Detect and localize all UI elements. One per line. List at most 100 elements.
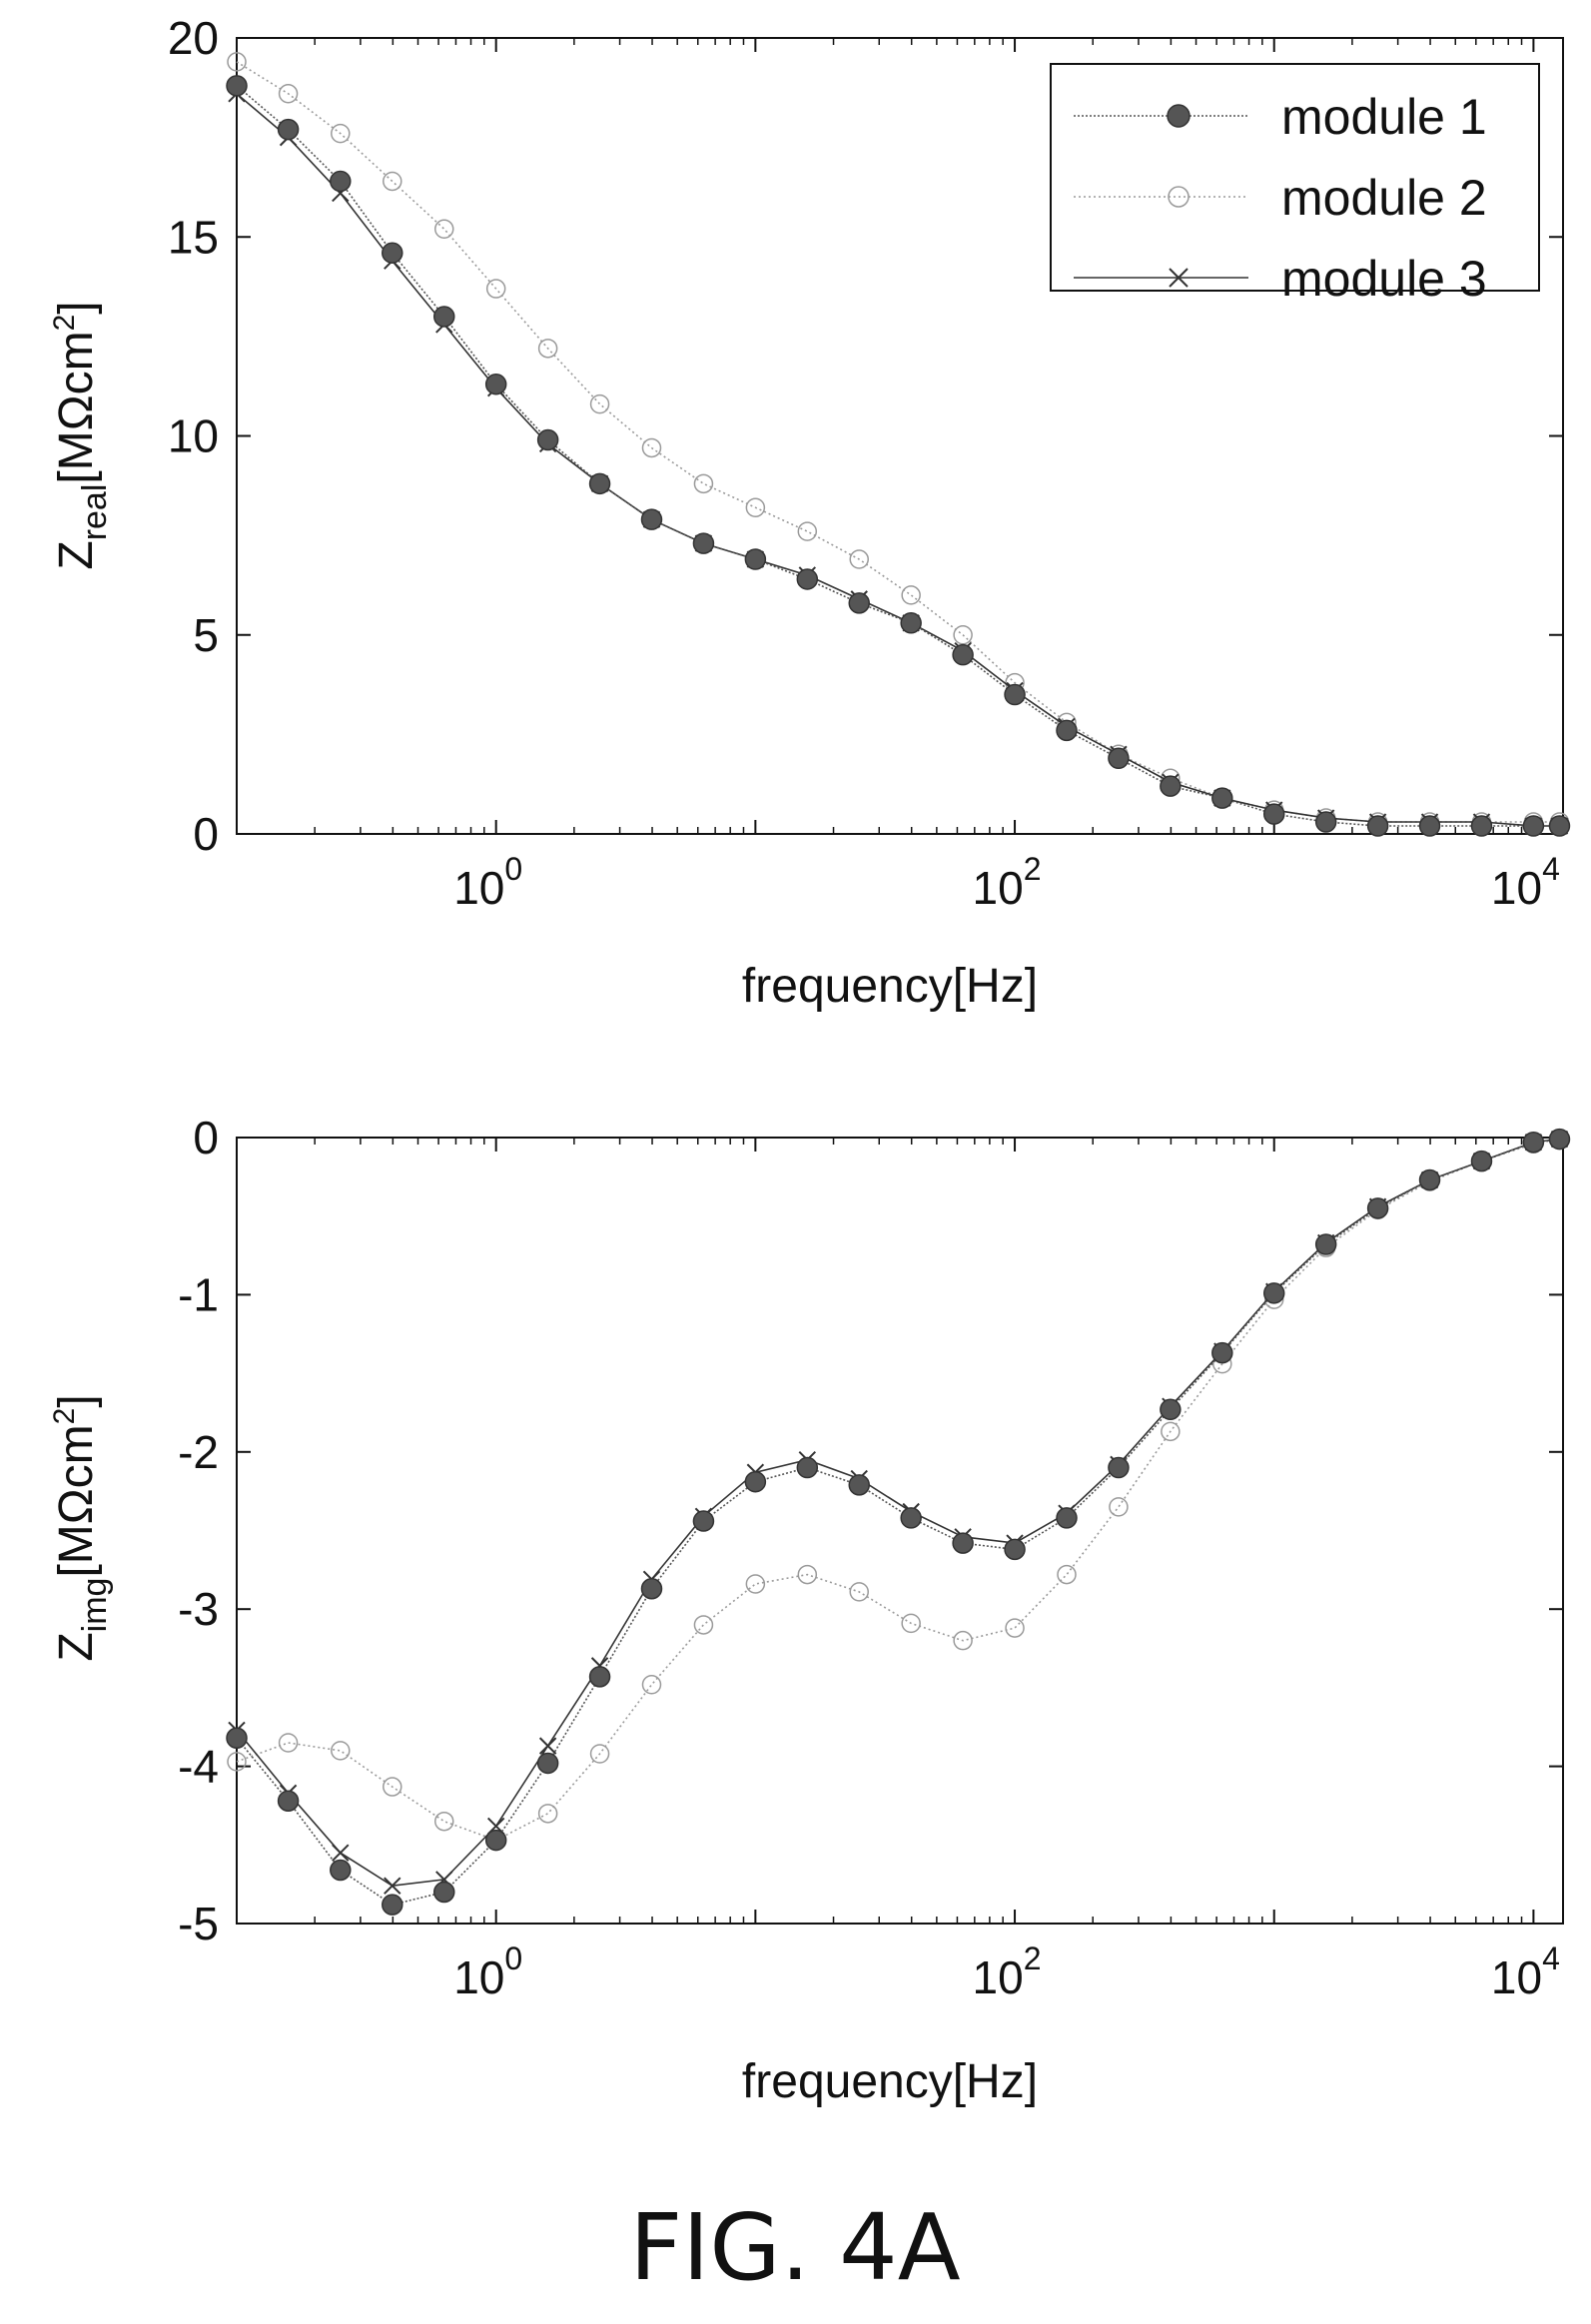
data-point-module-2 — [278, 84, 299, 104]
data-point-module-2 — [953, 625, 973, 645]
data-point-module-1 — [1548, 1128, 1571, 1151]
data-point-module-2 — [331, 1741, 351, 1761]
data-point-module-1 — [1522, 815, 1545, 837]
x-axis-label: frequency[Hz] — [742, 960, 1038, 1013]
data-point-module-2 — [383, 171, 402, 192]
y-axis-label: Zreal[MΩcm2] — [48, 301, 114, 569]
data-point-module-2 — [278, 1733, 299, 1753]
data-point-module-1 — [1418, 815, 1441, 837]
legend-marker-module-1 — [1167, 104, 1191, 128]
series-group — [226, 1128, 1571, 1916]
data-point-module-1 — [588, 1666, 611, 1688]
data-point-module-1 — [1056, 719, 1078, 742]
data-point-module-2 — [745, 1574, 766, 1594]
axis-ticks: -5 -4 -3 -2 -1 0 100 102 104 — [178, 1112, 1563, 2003]
y-tick-label: 0 — [193, 808, 219, 860]
data-point-module-2 — [331, 123, 351, 144]
data-point-module-1 — [382, 1894, 403, 1916]
data-point-module-3 — [384, 1877, 401, 1895]
data-point-module-1 — [382, 242, 403, 264]
data-point-module-1 — [1522, 1131, 1545, 1154]
data-point-module-2 — [537, 339, 558, 359]
y-tick-label: -4 — [178, 1741, 219, 1793]
y-label-close: ] — [50, 1394, 103, 1407]
data-point-module-2 — [1109, 1497, 1129, 1517]
data-point-module-2 — [485, 279, 506, 299]
series-line-module-1 — [236, 1138, 1560, 1906]
data-point-module-1 — [1262, 1282, 1285, 1304]
data-point-module-1 — [796, 1456, 819, 1479]
data-point-module-2 — [797, 521, 818, 541]
chart-z-real: 0 5 10 15 20 100 102 104 Zreal[MΩcm2] frequency… — [48, 12, 1571, 1013]
data-point-module-2 — [901, 585, 921, 605]
y-tick-label: -5 — [178, 1898, 219, 1949]
figure-caption: FIG. 4A — [629, 2194, 960, 2301]
data-point-module-1 — [433, 1881, 455, 1904]
data-point-module-1 — [1470, 1150, 1493, 1172]
legend-box — [1050, 63, 1540, 292]
y-tick-label: -2 — [178, 1426, 219, 1478]
y-axis-label: Zimg[MΩcm2] — [48, 1394, 114, 1661]
data-point-module-1 — [900, 612, 922, 634]
data-point-module-1 — [588, 472, 611, 495]
data-point-module-1 — [536, 1752, 559, 1775]
data-point-module-1 — [1108, 747, 1130, 770]
data-point-module-1 — [484, 373, 507, 395]
y-tick-label: 0 — [193, 1112, 219, 1163]
data-point-module-2 — [1005, 1618, 1025, 1638]
y-tick-label: -3 — [178, 1583, 219, 1635]
data-point-module-2 — [849, 549, 869, 569]
data-point-module-2 — [227, 1752, 247, 1772]
y-tick-label: 20 — [168, 12, 219, 64]
legend-label-module-1: module 1 — [1281, 89, 1487, 145]
data-point-module-1 — [952, 643, 974, 666]
data-point-module-1 — [1211, 787, 1233, 809]
data-point-module-2 — [693, 473, 714, 494]
data-point-module-1 — [848, 1474, 870, 1496]
data-point-module-1 — [1418, 1168, 1441, 1191]
data-point-module-1 — [536, 428, 559, 451]
x-tick-label: 102 — [973, 851, 1042, 914]
data-point-module-2 — [589, 1744, 610, 1764]
data-point-module-2 — [589, 393, 610, 414]
series-line-module-2 — [236, 1138, 1560, 1842]
x-tick-label: 100 — [453, 851, 522, 914]
y-tick-label: -1 — [178, 1268, 219, 1320]
data-point-module-1 — [226, 75, 248, 97]
data-point-module-1 — [1366, 1197, 1389, 1219]
data-point-module-2 — [745, 497, 766, 517]
data-point-module-1 — [1056, 1507, 1078, 1529]
x-tick-label: 100 — [453, 1940, 522, 2003]
data-point-module-1 — [1160, 1398, 1182, 1421]
legend-marker-module-3 — [1169, 268, 1189, 288]
data-point-module-1 — [1262, 803, 1285, 825]
chart-z-img: -5 -4 -3 -2 -1 0 100 102 104 Zimg[MΩcm2] frequen… — [48, 1112, 1571, 2108]
x-tick-label: 104 — [1491, 851, 1560, 914]
legend: module 1 module 2 module 3 — [1050, 63, 1540, 307]
series-group — [226, 52, 1571, 837]
data-point-module-1 — [1470, 815, 1493, 837]
data-point-module-1 — [1548, 815, 1571, 837]
data-point-module-2 — [434, 1811, 454, 1832]
data-point-module-2 — [537, 1804, 558, 1824]
data-point-module-1 — [744, 1470, 767, 1493]
data-point-module-2 — [693, 1615, 714, 1635]
y-label-unit: [MΩcm — [50, 331, 103, 483]
data-point-module-1 — [640, 1577, 663, 1600]
data-point-module-1 — [1108, 1456, 1130, 1479]
data-point-module-1 — [1004, 683, 1026, 706]
data-point-module-1 — [277, 118, 300, 141]
series-line-module-3 — [236, 1138, 1560, 1888]
y-label-unit: [MΩcm — [50, 1424, 103, 1577]
data-point-module-1 — [1211, 1341, 1233, 1364]
y-label-base: Z — [50, 540, 103, 569]
legend-label-module-3: module 3 — [1281, 251, 1487, 307]
data-point-module-1 — [744, 548, 767, 570]
y-label-sub: img — [76, 1578, 114, 1633]
y-label-sub: real — [76, 484, 114, 541]
data-point-module-1 — [277, 1790, 300, 1812]
data-point-module-1 — [330, 1859, 352, 1882]
legend-marker-module-2 — [1168, 186, 1190, 208]
data-point-module-1 — [692, 1510, 715, 1532]
data-point-module-2 — [434, 219, 454, 240]
